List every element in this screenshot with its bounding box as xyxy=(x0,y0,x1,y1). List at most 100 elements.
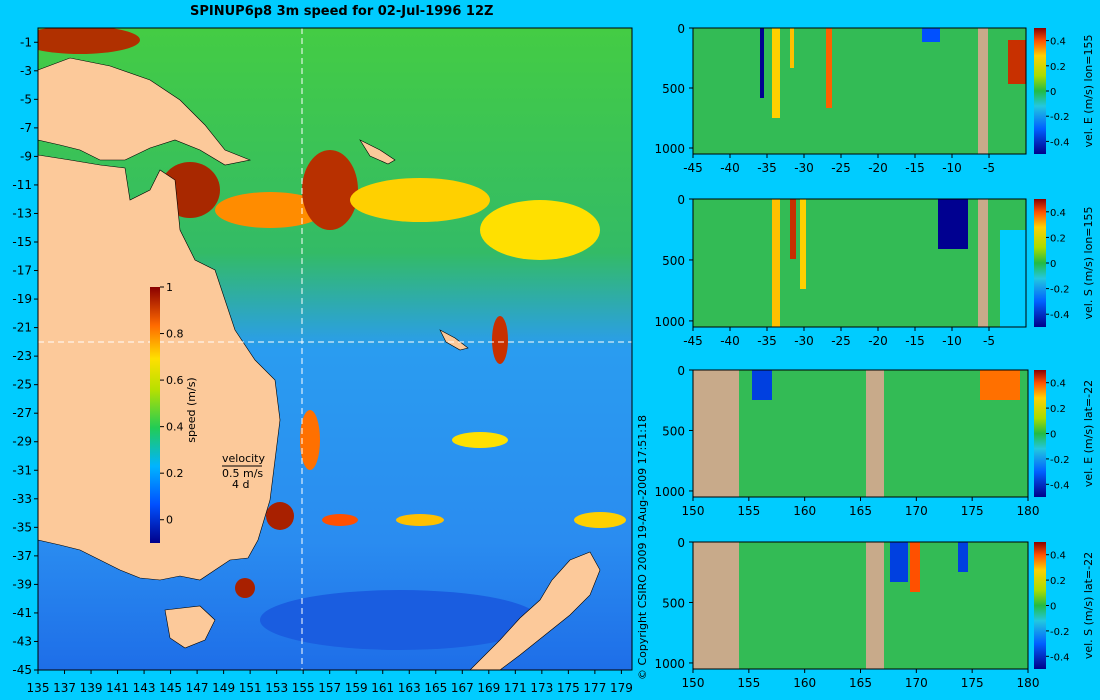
section-colorbar-tick-label: 0.2 xyxy=(1050,62,1066,73)
land-tasmania xyxy=(164,605,216,649)
map-x-tick-label: 179 xyxy=(610,681,633,695)
section-colorbar-label: vel. S (m/s) lat=-22 xyxy=(1082,552,1095,659)
section-colorbar-tick-label: -0.4 xyxy=(1050,310,1070,321)
map-y-tick-label: -7 xyxy=(20,121,32,135)
current-hotspot xyxy=(350,178,490,222)
section-x-tick-label: 150 xyxy=(682,504,705,518)
section-feature xyxy=(910,542,920,592)
section-feature xyxy=(826,28,832,108)
section-colorbar-tick-label: -0.2 xyxy=(1050,112,1070,123)
section-feature xyxy=(890,542,908,582)
current-hotspot xyxy=(266,502,294,530)
section-x-tick-label: 165 xyxy=(849,504,872,518)
section-x-tick-label: -10 xyxy=(942,334,962,348)
section-feature xyxy=(938,199,968,249)
current-hotspot xyxy=(452,432,508,448)
section-x-tick-label: -15 xyxy=(905,161,925,175)
section-x-tick-label: 160 xyxy=(793,504,816,518)
section-feature xyxy=(922,28,940,42)
section-frame xyxy=(692,198,1027,328)
map-x-tick-label: 143 xyxy=(133,681,156,695)
current-hotspot xyxy=(38,28,140,54)
current-hotspot xyxy=(215,192,325,228)
section-colorbar-tick-label: -0.4 xyxy=(1050,652,1070,663)
section-feature xyxy=(772,28,780,118)
map-x-tick-label: 161 xyxy=(371,681,394,695)
current-hotspot xyxy=(480,200,600,260)
section-feature xyxy=(958,542,968,572)
section-panel-4 xyxy=(692,541,1029,670)
map-y-tick-label: -23 xyxy=(12,349,32,363)
velocity-legend-speed: 0.5 m/s xyxy=(222,467,263,480)
current-hotspot xyxy=(302,150,358,230)
map-x-tick-label: 171 xyxy=(504,681,527,695)
section-y-tick-label: 1000 xyxy=(654,315,685,329)
section-colorbar-label: vel. S (m/s) lon=155 xyxy=(1082,206,1095,319)
land-new-caledonia xyxy=(439,329,469,351)
section-colorbar-gradient xyxy=(1034,199,1046,327)
speed-colorbar-tick-label: 0.2 xyxy=(166,467,184,480)
current-hotspot xyxy=(322,514,358,526)
section-panel-2 xyxy=(692,198,1027,328)
section-field xyxy=(693,542,1028,669)
map-y-tick-label: -9 xyxy=(20,149,32,163)
current-hotspot xyxy=(260,590,540,650)
section-y-tick-label: 1000 xyxy=(654,485,685,499)
section-colorbar-tick-label: 0.2 xyxy=(1050,404,1066,415)
section-colorbar-tick-label: 0.4 xyxy=(1050,379,1066,390)
section-x-tick-label: 175 xyxy=(961,504,984,518)
section-feature xyxy=(1008,40,1026,84)
speed-colorbar-tick-label: 0.8 xyxy=(166,328,184,341)
current-hotspot xyxy=(235,578,255,598)
map-y-tick-label: -39 xyxy=(12,577,32,591)
map-x-tick-label: 159 xyxy=(345,681,368,695)
section-colorbars xyxy=(1034,28,1046,669)
map-y-tick-label: -27 xyxy=(12,406,32,420)
section-x-tick-label: 155 xyxy=(737,676,760,690)
current-hotspot xyxy=(396,514,444,526)
map-x-tick-label: 157 xyxy=(318,681,341,695)
velocity-legend: velocity 0.5 m/s 4 d xyxy=(222,452,265,491)
section-y-tick-label: 500 xyxy=(662,254,685,268)
map-y-tick-label: -11 xyxy=(12,178,32,192)
section-x-tick-label: -45 xyxy=(683,161,703,175)
speed-colorbar-tick-label: 1 xyxy=(166,281,173,294)
section-colorbar-gradient xyxy=(1034,28,1046,154)
section-colorbar-tick-label: 0.4 xyxy=(1050,37,1066,48)
map-x-tick-label: 151 xyxy=(239,681,262,695)
current-hotspot xyxy=(300,410,320,470)
section-colorbar-tick-label: -0.2 xyxy=(1050,455,1070,466)
section-y-tick-label: 0 xyxy=(677,364,685,378)
section-feature xyxy=(752,370,772,400)
velocity-legend-duration: 4 d xyxy=(232,478,249,491)
map-y-tick-label: -43 xyxy=(12,634,32,648)
section-feature xyxy=(790,199,796,259)
map-y-tick-label: -1 xyxy=(20,35,32,49)
section-feature xyxy=(760,28,764,98)
map-y-tick-label: -37 xyxy=(12,549,32,563)
section-colorbar-label: vel. E (m/s) lat=-22 xyxy=(1082,380,1095,487)
section-panel-3 xyxy=(692,369,1029,498)
map-frame xyxy=(37,27,633,671)
section-features xyxy=(693,542,968,669)
current-features xyxy=(38,28,626,650)
map-y-tick-label: -41 xyxy=(12,606,32,620)
section-x-tick-label: 170 xyxy=(905,676,928,690)
map-y-tick-label: -25 xyxy=(12,378,32,392)
map-y-tick-label: -29 xyxy=(12,435,32,449)
map-x-tick-label: 165 xyxy=(424,681,447,695)
section-field xyxy=(693,28,1026,154)
section-colorbar-tick-label: 0.4 xyxy=(1050,208,1066,219)
section-y-tick-label: 1000 xyxy=(654,657,685,671)
section-land xyxy=(693,370,739,497)
section-axes: -45 -40 -35 -30 -25 -20 -15 -10 -5 0 500 1000 0.4 0.2… xyxy=(654,22,1095,690)
section-field xyxy=(693,370,1028,497)
map-x-tick-label: 167 xyxy=(451,681,474,695)
section-x-tick-label: -45 xyxy=(683,334,703,348)
section-feature xyxy=(790,28,794,68)
speed-colorbar-tick-label: 0.4 xyxy=(166,421,184,434)
section-feature xyxy=(772,199,780,327)
speed-colorbar-tick-label: 0 xyxy=(166,514,173,527)
map-y-tick-label: -15 xyxy=(12,235,32,249)
